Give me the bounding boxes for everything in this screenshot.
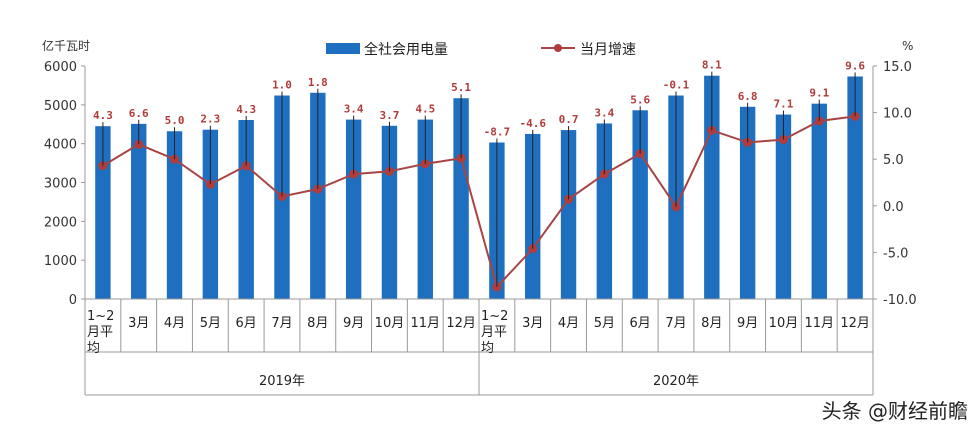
- bar: [202, 129, 219, 299]
- bar: [310, 92, 326, 299]
- data-label: -8.7: [484, 126, 511, 139]
- bar: [166, 131, 183, 299]
- x-tick-label: 4月: [164, 316, 185, 331]
- y-right-tick-label: -5.0: [883, 246, 908, 261]
- bar: [632, 110, 648, 300]
- y-right-tick-label: 5.0: [883, 153, 904, 168]
- x-tick-label: 11月: [804, 316, 834, 331]
- x-tick-label: 8月: [307, 316, 328, 331]
- growth-line-path: [102, 115, 856, 289]
- x-tick-label: 6月: [630, 316, 651, 331]
- x-tick-label: 4月: [558, 316, 579, 331]
- legend-swatch-marker: [554, 44, 562, 52]
- y-left-label: 亿千瓦时: [42, 38, 90, 53]
- bar: [596, 123, 613, 300]
- x-tick-label: 6月: [236, 316, 257, 331]
- x-tick-label: 1~2: [87, 309, 114, 324]
- x-tick-label: 12月: [840, 316, 870, 331]
- legend-label-line: 当月增速: [580, 42, 636, 58]
- data-label: 4.3: [93, 109, 113, 122]
- legend-swatch-bar: [326, 43, 360, 54]
- x-tick-label: 月平: [87, 325, 113, 340]
- x-tick-label: 7月: [665, 316, 686, 331]
- data-label: 9.6: [845, 59, 865, 72]
- data-label: 5.1: [451, 81, 471, 94]
- data-label: 1.0: [272, 79, 292, 92]
- data-label: 9.1: [809, 87, 829, 100]
- x-tick-label: 11月: [410, 316, 440, 331]
- data-label: 5.0: [165, 114, 185, 127]
- data-label: 4.5: [415, 103, 435, 116]
- x-group-label: 2019年: [259, 374, 305, 389]
- data-label: 4.3: [236, 103, 256, 116]
- data-label: 2.3: [200, 113, 220, 126]
- data-label: 3.7: [380, 109, 400, 122]
- data-label: 8.1: [702, 59, 722, 72]
- bar: [811, 103, 827, 299]
- watermark: 头条 @财经前瞻: [822, 399, 968, 423]
- x-tick-label: 3月: [522, 316, 543, 331]
- x-tick-label: 1~2: [481, 309, 508, 324]
- y-right-label: %: [902, 39, 913, 53]
- data-label: -0.1: [663, 79, 690, 92]
- bar: [847, 76, 863, 299]
- data-label: 7.1: [774, 98, 794, 111]
- y-left-tick-label: 5000: [44, 99, 77, 114]
- bars: [95, 75, 863, 300]
- bar: [453, 98, 469, 300]
- data-label: 0.7: [559, 113, 579, 126]
- x-tick-label: 9月: [343, 316, 364, 331]
- x-tick-label: 5月: [200, 316, 221, 331]
- bar: [345, 119, 362, 299]
- x-tick-label: 12月: [446, 316, 476, 331]
- y-left-tick-label: 1000: [44, 254, 77, 269]
- bar: [775, 114, 792, 300]
- x-group-label: 2020年: [653, 374, 699, 389]
- x-tick-label: 10月: [375, 316, 405, 331]
- x-tick-label: 7月: [271, 316, 292, 331]
- x-tick-label: 10月: [769, 316, 799, 331]
- x-tick-label: 8月: [701, 316, 722, 331]
- data-label: 5.6: [630, 93, 650, 106]
- y-left-tick-label: 3000: [44, 177, 77, 192]
- x-tick-label: 5月: [594, 316, 615, 331]
- bar: [739, 106, 756, 300]
- bar: [95, 126, 111, 299]
- axes: 0 1000 2000 3000 4000 5000 6000 -10.0 -5.0 0.0 5.0…: [44, 60, 917, 308]
- y-right-tick-label: -10.0: [883, 293, 917, 308]
- y-left-tick-label: 2000: [44, 215, 77, 230]
- data-label: 1.8: [308, 76, 328, 89]
- y-right-tick-label: 15.0: [883, 60, 912, 75]
- y-left-tick-label: 0: [69, 293, 77, 308]
- data-label: 6.6: [129, 107, 149, 120]
- legend: 全社会用电量 当月增速: [326, 41, 636, 58]
- y-right-tick-label: 0.0: [883, 200, 904, 215]
- data-label: 3.4: [594, 106, 614, 119]
- data-labels: 4.3 6.6 5.0 2.3 4.3 1.0 1.8 3.4 3.7 4.5 5.1 -8.7 -4.…: [93, 59, 865, 287]
- y-right-tick-label: 10.0: [883, 107, 912, 122]
- y-left-tick-label: 6000: [44, 60, 77, 75]
- x-tick-label: 均: [87, 341, 100, 356]
- legend-label-bar: 全社会用电量: [364, 41, 448, 58]
- data-label: -4.6: [519, 117, 546, 130]
- bar: [560, 130, 577, 299]
- y-left-tick-label: 4000: [44, 138, 77, 153]
- x-tick-label: 均: [481, 341, 494, 356]
- data-label: 6.8: [738, 90, 758, 103]
- x-tick-label: 9月: [737, 316, 758, 331]
- data-label: 3.4: [344, 103, 364, 116]
- bar: [131, 123, 147, 299]
- x-tick-label: 月平: [481, 325, 507, 340]
- x-tick-label: 3月: [128, 316, 149, 331]
